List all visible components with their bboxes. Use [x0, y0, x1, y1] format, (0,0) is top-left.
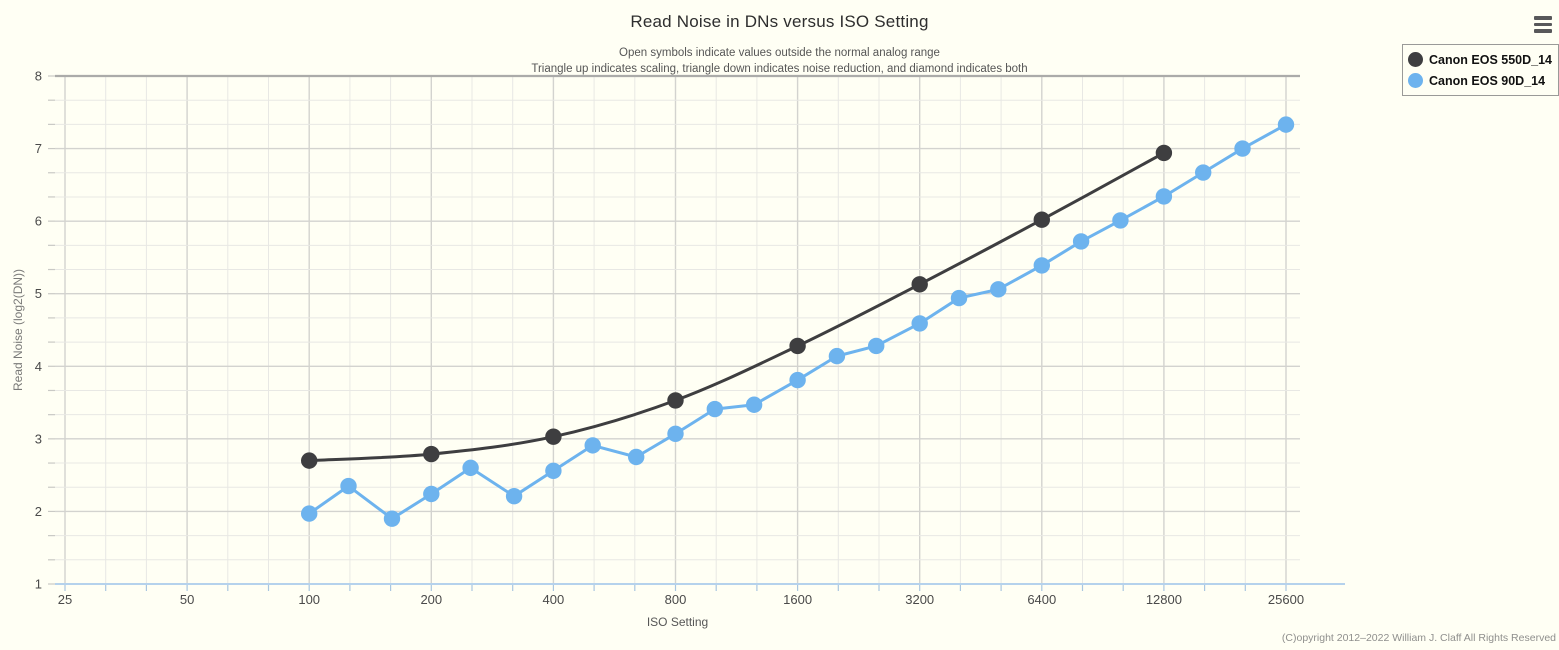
- legend-swatch-550d: [1408, 52, 1424, 67]
- data-point: [383, 510, 401, 527]
- hamburger-bar: [1534, 16, 1552, 20]
- data-point: [584, 437, 601, 454]
- x-tick-label: 200: [420, 592, 442, 607]
- data-point: [545, 462, 562, 479]
- data-point: [990, 281, 1007, 298]
- data-point: [911, 276, 928, 293]
- data-point: [627, 448, 645, 466]
- data-point: [423, 445, 440, 463]
- y-axis-title: Read Noise (log2(DN)): [11, 268, 25, 392]
- chart-title: Read Noise in DNs versus ISO Setting: [630, 12, 929, 31]
- x-tick-label: 25600: [1268, 592, 1304, 607]
- x-tick-label: 50: [180, 592, 194, 607]
- data-point: [868, 337, 885, 355]
- data-point: [789, 337, 806, 355]
- data-point: [301, 452, 318, 469]
- data-point: [1155, 188, 1173, 205]
- data-point: [1033, 211, 1051, 228]
- data-point: [911, 315, 928, 332]
- y-tick-label: 6: [35, 214, 42, 229]
- series-line: [307, 151, 1166, 463]
- x-tick-label: 800: [665, 592, 687, 607]
- data-point: [462, 459, 479, 477]
- copyright-text: (C)opyright 2012–2022 William J. Claff A…: [1281, 632, 1556, 644]
- y-tick-label: 2: [35, 504, 42, 519]
- chart-subtitle-line2: Triangle up indicates scaling, triangle …: [531, 63, 1028, 75]
- x-tick-label: 1600: [783, 592, 812, 607]
- y-tick-label: 7: [35, 141, 42, 156]
- data-point: [706, 400, 724, 418]
- data-point: [1277, 116, 1295, 133]
- data-point: [545, 428, 562, 445]
- data-point: [1033, 257, 1051, 274]
- data-point: [301, 505, 318, 522]
- data-point: [1234, 140, 1251, 157]
- x-tick-label: 400: [543, 592, 565, 607]
- data-point: [950, 289, 968, 307]
- legend-swatch-90d: [1408, 73, 1424, 88]
- data-point: [667, 425, 684, 442]
- data-point: [667, 392, 684, 409]
- y-tick-label: 1: [35, 577, 42, 592]
- legend-label-90d: Canon EOS 90D_14: [1429, 73, 1546, 88]
- x-tick-label: 3200: [905, 592, 934, 607]
- x-axis-title: ISO Setting: [646, 615, 709, 629]
- data-point: [340, 477, 357, 495]
- x-tick-label: 100: [298, 592, 320, 607]
- data-point: [1155, 144, 1173, 162]
- data-point: [1072, 233, 1090, 250]
- y-tick-label: 4: [35, 359, 42, 374]
- x-tick-label: 12800: [1146, 592, 1182, 607]
- hamburger-menu-icon[interactable]: [1534, 16, 1552, 33]
- data-point: [1112, 212, 1129, 229]
- y-tick-label: 3: [35, 431, 42, 446]
- data-point: [789, 371, 806, 389]
- data-point: [1195, 164, 1212, 181]
- hamburger-bar: [1534, 22, 1552, 27]
- data-point: [505, 487, 523, 505]
- legend: Canon EOS 550D_14 Canon EOS 90D_14: [1402, 44, 1559, 96]
- legend-item-90d[interactable]: Canon EOS 90D_14: [1408, 70, 1552, 91]
- y-tick-label: 8: [35, 69, 42, 84]
- x-tick-label: 25: [58, 592, 72, 607]
- data-point: [423, 485, 440, 503]
- legend-label-550d: Canon EOS 550D_14: [1429, 52, 1552, 67]
- x-tick-label: 6400: [1027, 592, 1056, 607]
- y-tick-label: 5: [35, 286, 42, 301]
- data-point: [828, 347, 846, 365]
- legend-item-550d[interactable]: Canon EOS 550D_14: [1408, 49, 1552, 70]
- hamburger-bar: [1534, 29, 1552, 33]
- chart-subtitle-line1: Open symbols indicate values outside the…: [619, 47, 940, 59]
- data-point: [745, 396, 763, 413]
